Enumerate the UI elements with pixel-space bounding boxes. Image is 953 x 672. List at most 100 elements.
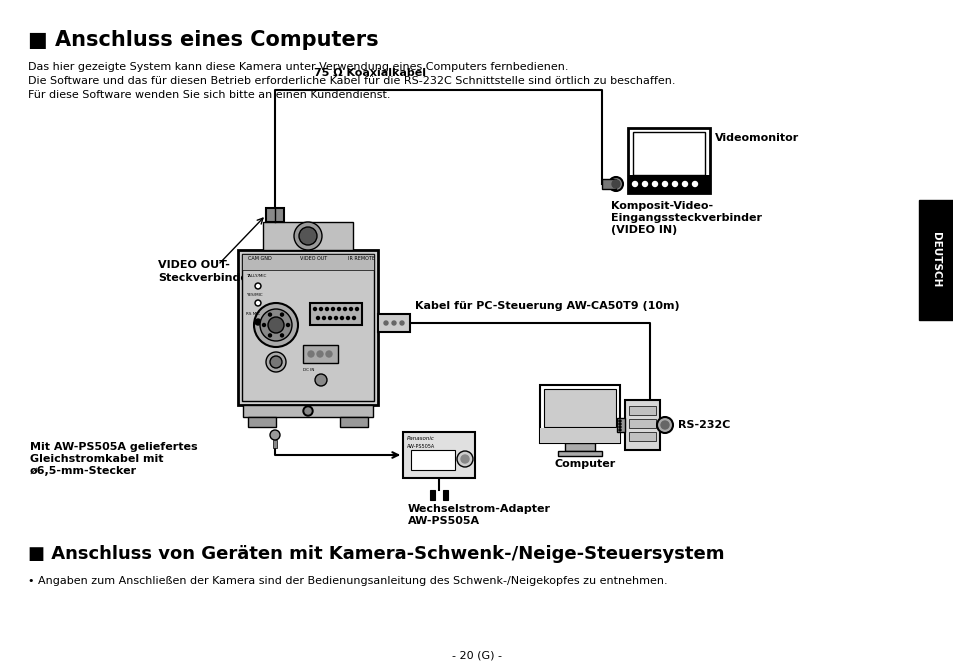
- Circle shape: [325, 308, 328, 310]
- Circle shape: [303, 406, 313, 416]
- Text: ø6,5-mm-Stecker: ø6,5-mm-Stecker: [30, 466, 137, 476]
- Bar: [442, 490, 448, 500]
- Circle shape: [262, 323, 265, 327]
- Circle shape: [254, 319, 261, 325]
- Circle shape: [335, 317, 337, 319]
- Bar: [558, 451, 601, 456]
- Circle shape: [661, 181, 667, 187]
- Circle shape: [322, 317, 325, 319]
- Bar: [303, 345, 337, 363]
- Circle shape: [280, 313, 283, 316]
- Text: DEUTSCH: DEUTSCH: [930, 233, 940, 288]
- Circle shape: [657, 417, 672, 433]
- Circle shape: [618, 426, 620, 428]
- Text: YES/MIC: YES/MIC: [246, 293, 262, 297]
- Text: Panasonic: Panasonic: [407, 436, 435, 441]
- Bar: [628, 406, 656, 415]
- Bar: [628, 432, 656, 441]
- Bar: [242, 254, 374, 401]
- Circle shape: [460, 455, 469, 463]
- Bar: [539, 385, 619, 443]
- Circle shape: [256, 302, 259, 304]
- Bar: [339, 417, 368, 427]
- Circle shape: [652, 181, 657, 187]
- Circle shape: [319, 308, 322, 310]
- Circle shape: [641, 181, 647, 187]
- Bar: [243, 405, 373, 417]
- Circle shape: [256, 284, 259, 288]
- Text: Für diese Software wenden Sie sich bitte an einen Kundendienst.: Für diese Software wenden Sie sich bitte…: [28, 90, 390, 100]
- Bar: [918, 200, 953, 320]
- Circle shape: [260, 309, 292, 341]
- Circle shape: [298, 227, 316, 245]
- Text: Kabel für PC-Steuerung AW-CA50T9 (10m): Kabel für PC-Steuerung AW-CA50T9 (10m): [415, 301, 679, 311]
- Bar: [273, 440, 276, 448]
- Circle shape: [399, 321, 403, 325]
- Text: VIDEO OUT: VIDEO OUT: [299, 256, 327, 261]
- Text: - 20 (G) -: - 20 (G) -: [452, 650, 501, 660]
- Polygon shape: [310, 303, 361, 325]
- Bar: [564, 443, 595, 451]
- Circle shape: [608, 177, 622, 191]
- Circle shape: [253, 303, 297, 347]
- Circle shape: [305, 408, 311, 414]
- Circle shape: [316, 351, 323, 357]
- Bar: [628, 419, 656, 428]
- Text: Das hier gezeigte System kann diese Kamera unter Verwendung eines Computers fern: Das hier gezeigte System kann diese Kame…: [28, 62, 568, 72]
- Circle shape: [612, 180, 619, 188]
- Circle shape: [286, 323, 289, 327]
- Circle shape: [326, 351, 332, 357]
- Bar: [237, 250, 377, 405]
- Circle shape: [692, 181, 697, 187]
- Text: AW-PS505A: AW-PS505A: [407, 444, 435, 449]
- Bar: [627, 175, 709, 193]
- Circle shape: [266, 352, 286, 372]
- Text: Steckverbinder: Steckverbinder: [158, 273, 253, 283]
- Circle shape: [294, 222, 322, 250]
- Text: • Angaben zum Anschließen der Kamera sind der Bedienungsanleitung des Schwenk-/N: • Angaben zum Anschließen der Kamera sin…: [28, 576, 667, 586]
- Text: CAM GND: CAM GND: [248, 256, 272, 261]
- Circle shape: [268, 313, 272, 316]
- Circle shape: [672, 181, 677, 187]
- Circle shape: [660, 421, 668, 429]
- Text: RS-232C: RS-232C: [678, 420, 730, 430]
- Bar: [539, 428, 619, 443]
- Bar: [617, 418, 624, 432]
- Text: TALLY/MIC: TALLY/MIC: [246, 274, 266, 278]
- Text: Gleichstromkabel mit: Gleichstromkabel mit: [30, 454, 163, 464]
- Text: Videomonitor: Videomonitor: [714, 133, 799, 143]
- Circle shape: [384, 321, 388, 325]
- Bar: [402, 432, 475, 478]
- Circle shape: [254, 283, 261, 289]
- Text: RS MIC: RS MIC: [246, 312, 260, 316]
- Circle shape: [618, 423, 620, 425]
- Circle shape: [343, 308, 346, 310]
- Text: Die Software und das für diesen Betrieb erforderliche Kabel für die RS-232C Schn: Die Software und das für diesen Betrieb …: [28, 76, 675, 86]
- Text: (VIDEO IN): (VIDEO IN): [610, 225, 677, 235]
- Bar: [248, 417, 275, 427]
- Circle shape: [268, 317, 284, 333]
- Bar: [242, 254, 374, 270]
- Circle shape: [456, 451, 473, 467]
- Bar: [266, 208, 284, 222]
- Text: AW-PS505A: AW-PS505A: [408, 516, 479, 526]
- Bar: [601, 179, 616, 189]
- Circle shape: [340, 317, 343, 319]
- Circle shape: [314, 308, 316, 310]
- Circle shape: [349, 308, 352, 310]
- Bar: [430, 490, 435, 500]
- Circle shape: [352, 317, 355, 319]
- Circle shape: [331, 308, 335, 310]
- Text: Eingangssteckverbinder: Eingangssteckverbinder: [610, 213, 761, 223]
- Circle shape: [314, 374, 327, 386]
- Text: Wechselstrom-Adapter: Wechselstrom-Adapter: [408, 504, 551, 514]
- Bar: [411, 450, 455, 470]
- Circle shape: [632, 181, 637, 187]
- Text: VIDEO OUT-: VIDEO OUT-: [158, 260, 230, 270]
- Bar: [624, 400, 659, 450]
- Circle shape: [392, 321, 395, 325]
- Circle shape: [337, 308, 340, 310]
- Text: IR REMOTE: IR REMOTE: [348, 256, 375, 261]
- Circle shape: [268, 334, 272, 337]
- Text: ■ Anschluss eines Computers: ■ Anschluss eines Computers: [28, 30, 378, 50]
